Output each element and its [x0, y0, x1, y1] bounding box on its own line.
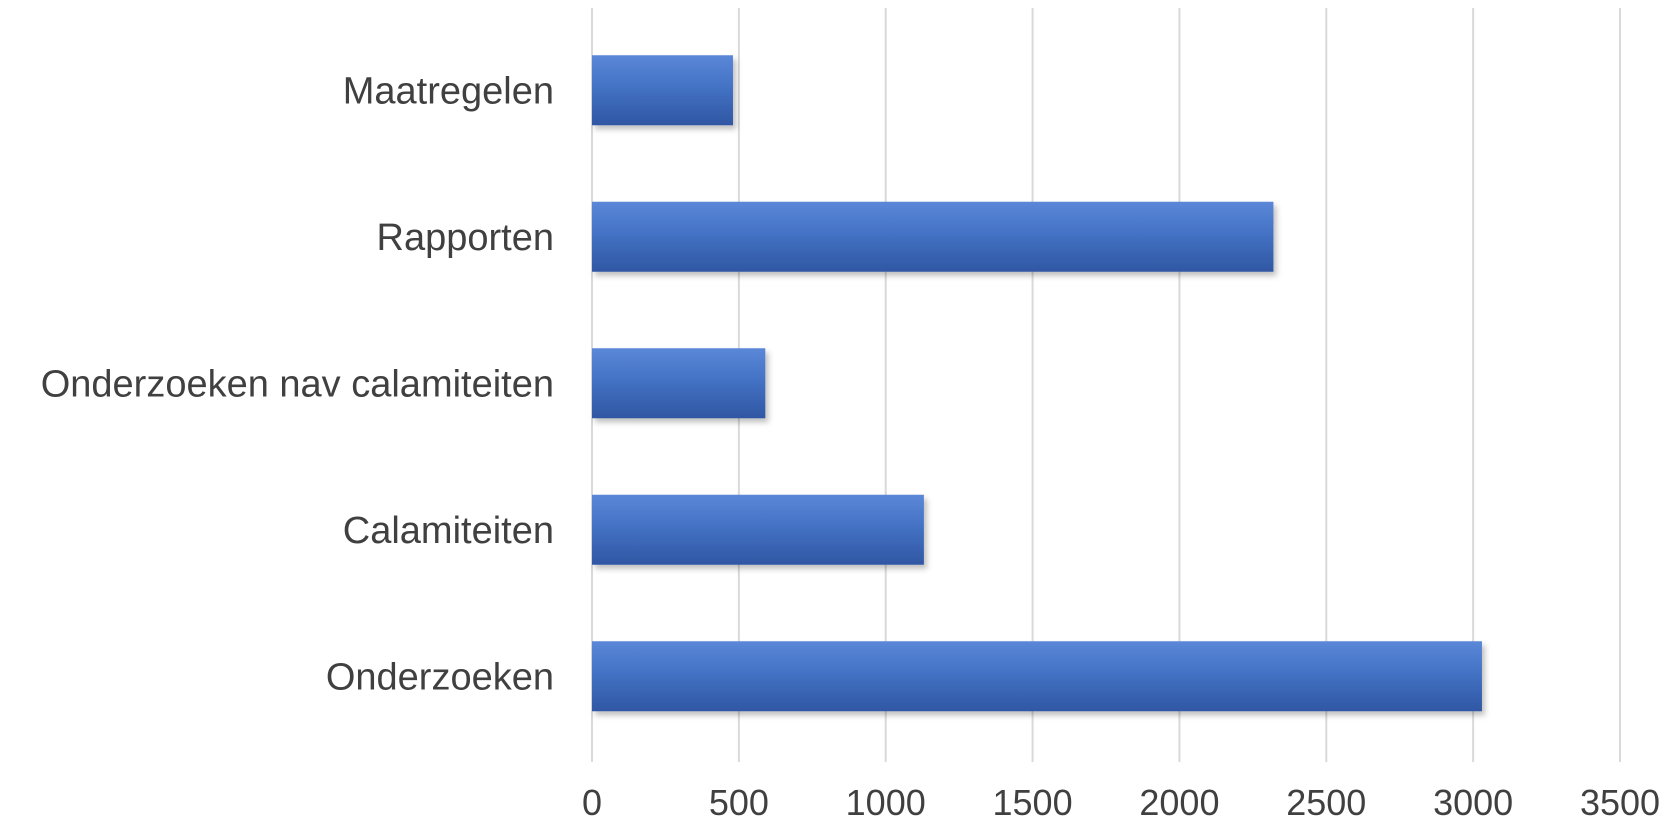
- category-labels: Maatregelen Rapporten Onderzoeken nav cala…: [41, 70, 554, 698]
- x-tick-label: 3000: [1433, 782, 1513, 823]
- category-label: Onderzoeken: [326, 656, 554, 698]
- x-tick-label: 500: [709, 782, 769, 823]
- bar-layer: [592, 55, 1482, 712]
- x-axis-tick-labels: 0 500 1000 1500 2000 2500 3000 3500: [582, 782, 1660, 823]
- bar-rapporten: [592, 201, 1274, 272]
- x-tick-label: 2000: [1139, 782, 1219, 823]
- x-tick-label: 1000: [846, 782, 926, 823]
- category-label: Onderzoeken nav calamiteiten: [41, 363, 554, 405]
- grid-layer: [591, 8, 1621, 762]
- x-tick-label: 0: [582, 782, 602, 823]
- x-tick-label: 3500: [1580, 782, 1660, 823]
- category-label: Rapporten: [377, 217, 554, 259]
- bar-onderzoeken-nav-calamiteiten: [592, 348, 766, 419]
- bar-calamiteiten: [592, 494, 924, 565]
- category-label: Calamiteiten: [343, 510, 554, 552]
- x-tick-label: 1500: [993, 782, 1073, 823]
- bar-maatregelen: [592, 55, 733, 126]
- category-label: Maatregelen: [343, 70, 554, 112]
- bar-onderzoeken: [592, 641, 1482, 712]
- x-tick-label: 2500: [1286, 782, 1366, 823]
